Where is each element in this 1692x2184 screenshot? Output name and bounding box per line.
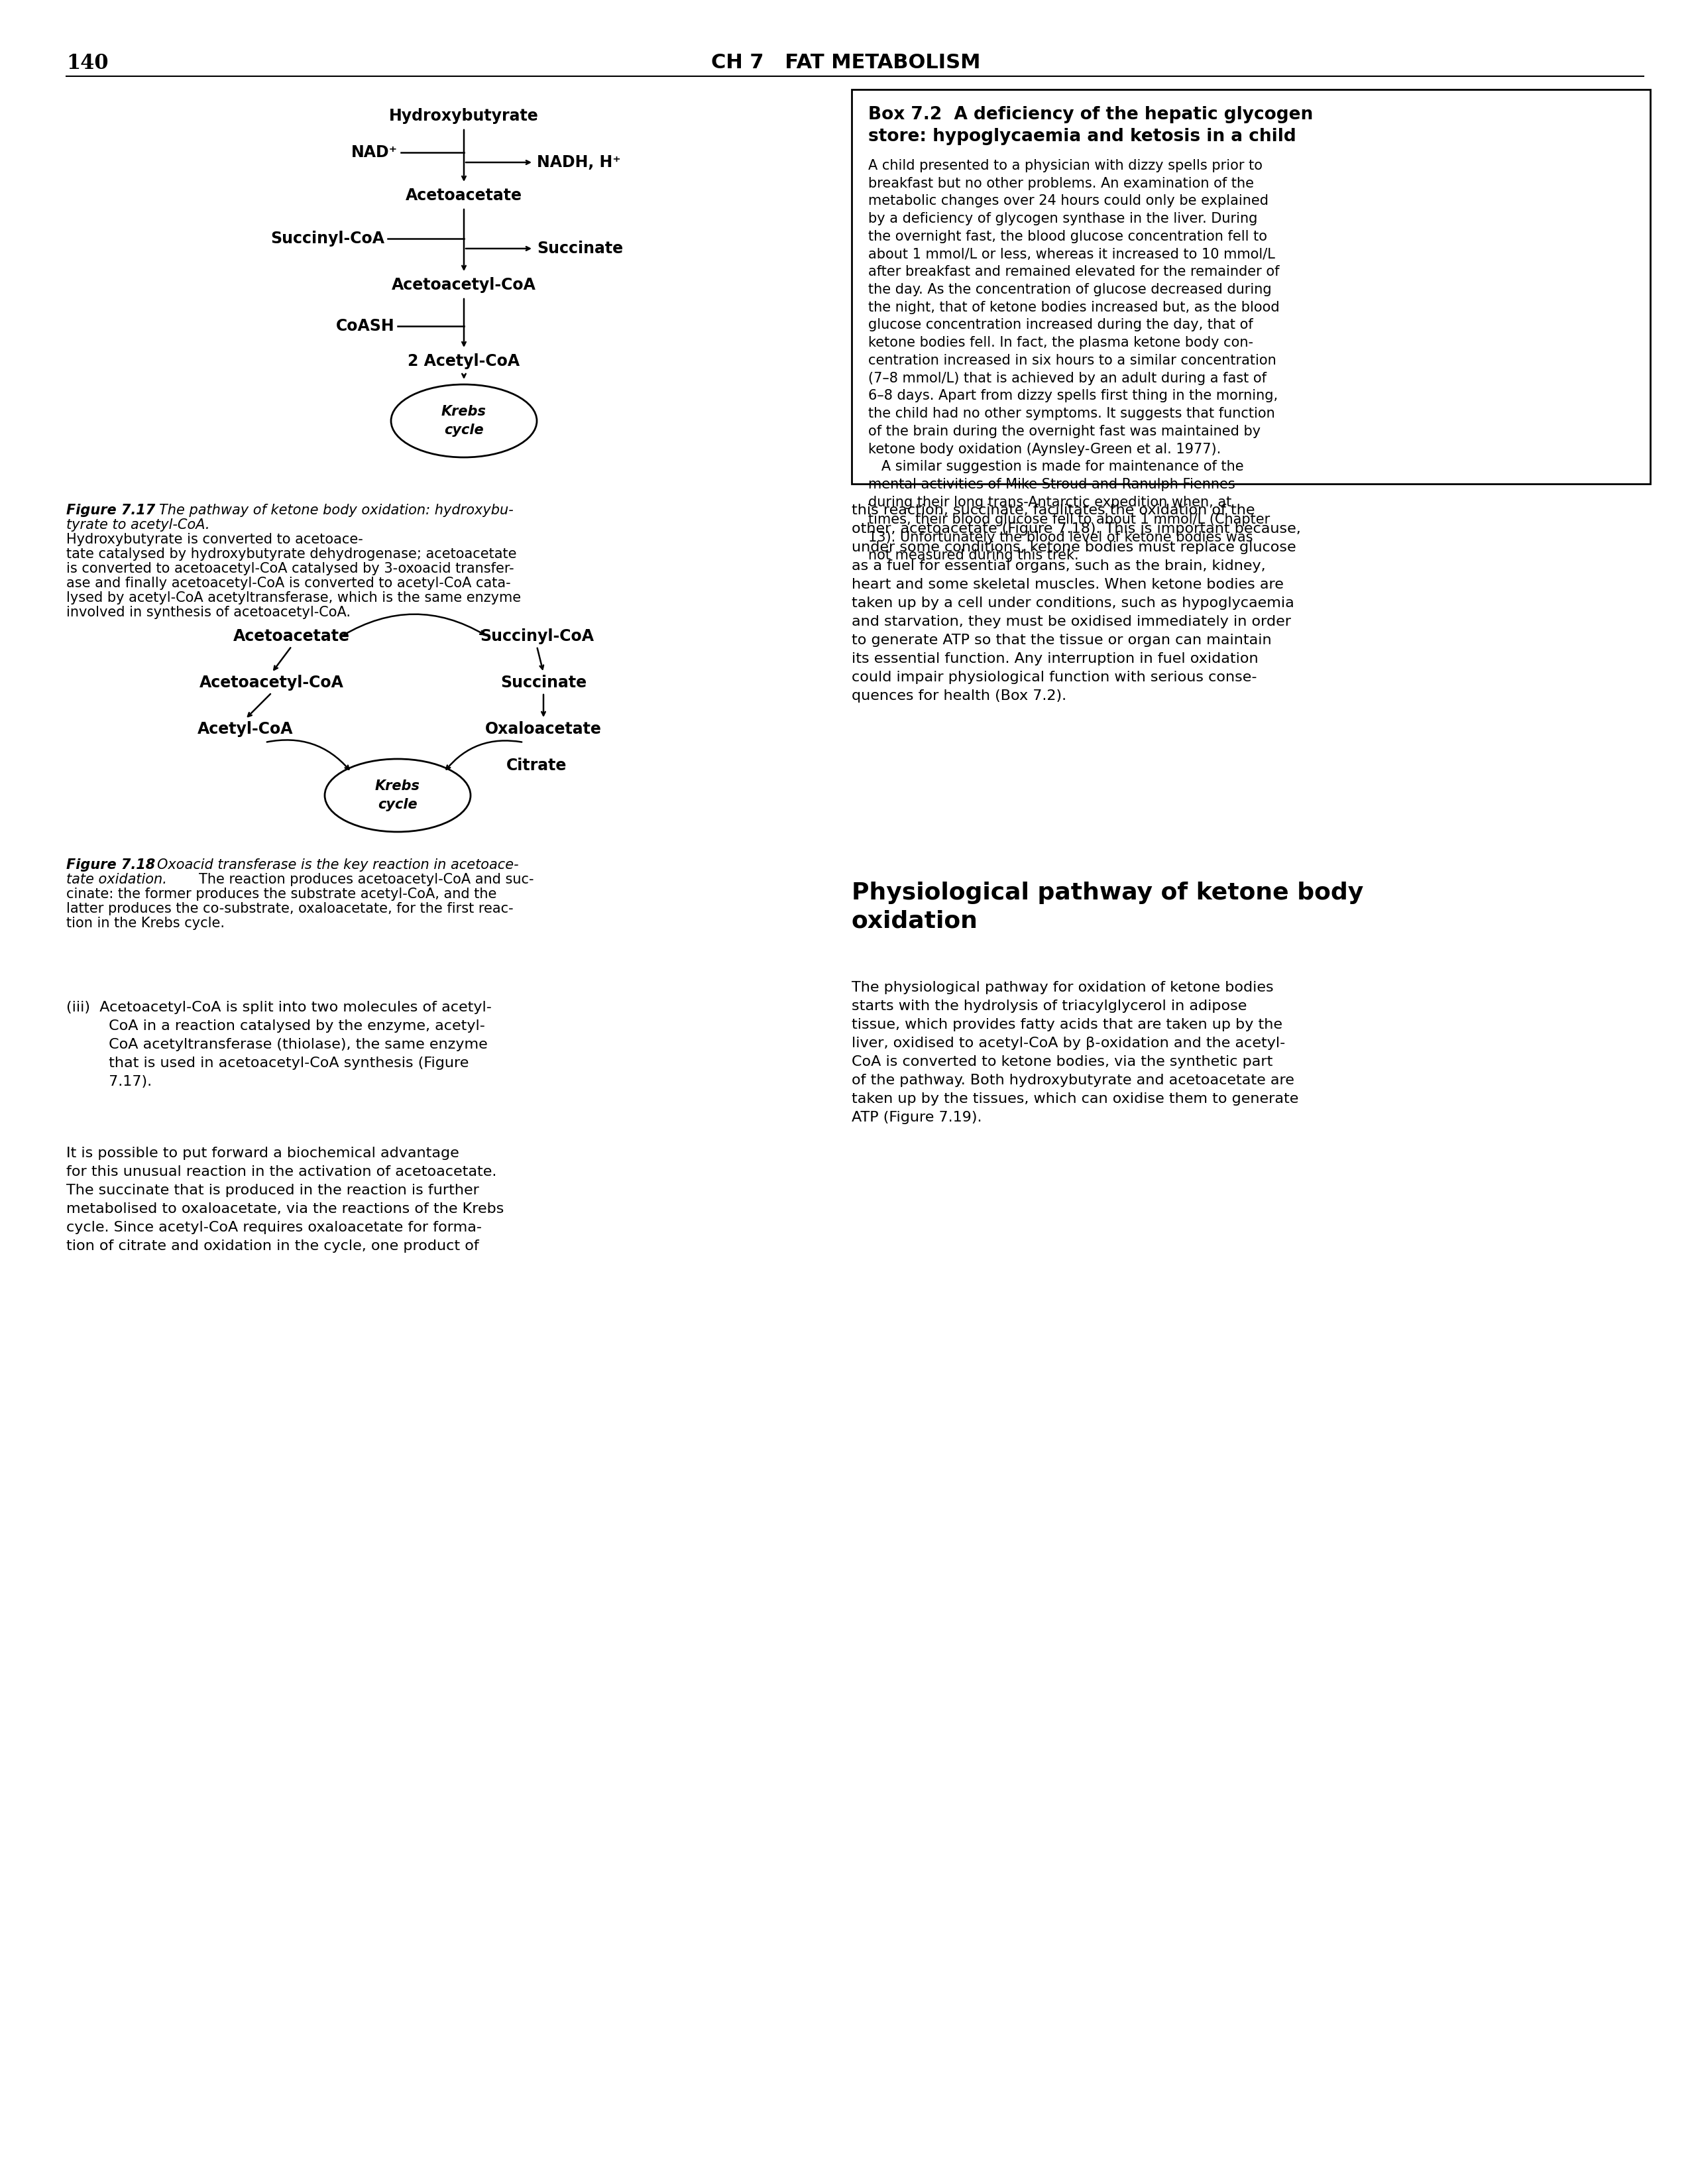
Text: NAD⁺: NAD⁺ — [352, 144, 398, 159]
Text: Acetoacetyl-CoA: Acetoacetyl-CoA — [200, 675, 343, 690]
Text: ase and finally acetoacetyl-CoA is converted to acetyl-CoA cata-: ase and finally acetoacetyl-CoA is conve… — [66, 577, 511, 590]
Text: The physiological pathway for oxidation of ketone bodies
starts with the hydroly: The physiological pathway for oxidation … — [851, 981, 1298, 1125]
Text: involved in synthesis of acetoacetyl-CoA.: involved in synthesis of acetoacetyl-CoA… — [66, 605, 350, 618]
Text: this reaction, succinate, facilitates the oxidation of the
other, acetoacetate (: this reaction, succinate, facilitates th… — [851, 505, 1301, 703]
Text: cinate: the former produces the substrate acetyl-CoA, and the: cinate: the former produces the substrat… — [66, 887, 497, 900]
Text: Krebs: Krebs — [376, 780, 420, 793]
Text: Figure 7.17: Figure 7.17 — [66, 505, 161, 518]
Text: Succinyl-CoA: Succinyl-CoA — [271, 232, 384, 247]
Text: Acetoacetate: Acetoacetate — [233, 629, 350, 644]
Text: Oxaloacetate: Oxaloacetate — [486, 721, 602, 736]
Text: The reaction produces acetoacetyl-CoA and suc-: The reaction produces acetoacetyl-CoA an… — [200, 874, 535, 887]
Text: Citrate: Citrate — [506, 758, 567, 773]
Text: 2 Acetyl-CoA: 2 Acetyl-CoA — [408, 354, 519, 369]
Text: A child presented to a physician with dizzy spells prior to
breakfast but no oth: A child presented to a physician with di… — [868, 159, 1279, 561]
Bar — [851, 90, 1650, 485]
Text: NADH, H⁺: NADH, H⁺ — [536, 155, 621, 170]
Text: Succinate: Succinate — [536, 240, 623, 256]
Text: tate catalysed by hydroxybutyrate dehydrogenase; acetoacetate: tate catalysed by hydroxybutyrate dehydr… — [66, 548, 516, 561]
Text: Box 7.2  A deficiency of the hepatic glycogen
store: hypoglycaemia and ketosis i: Box 7.2 A deficiency of the hepatic glyc… — [868, 107, 1313, 144]
Text: Acetoacetate: Acetoacetate — [406, 188, 523, 203]
Text: The pathway of ketone body oxidation: hydroxybu-: The pathway of ketone body oxidation: hy… — [159, 505, 513, 518]
Text: Figure 7.18: Figure 7.18 — [66, 858, 161, 871]
Text: tyrate to acetyl-CoA.: tyrate to acetyl-CoA. — [66, 518, 210, 531]
Text: tate oxidation.: tate oxidation. — [66, 874, 168, 887]
Text: It is possible to put forward a biochemical advantage
for this unusual reaction : It is possible to put forward a biochemi… — [66, 1147, 504, 1254]
Text: lysed by acetyl-CoA acetyltransferase, which is the same enzyme: lysed by acetyl-CoA acetyltransferase, w… — [66, 592, 521, 605]
Text: is converted to acetoacetyl-CoA catalysed by 3-oxoacid transfer-: is converted to acetoacetyl-CoA catalyse… — [66, 561, 514, 574]
Text: Hydroxybutyrate: Hydroxybutyrate — [389, 107, 538, 124]
Text: Physiological pathway of ketone body
oxidation: Physiological pathway of ketone body oxi… — [851, 882, 1364, 933]
Text: Succinate: Succinate — [501, 675, 587, 690]
Text: Acetoacetyl-CoA: Acetoacetyl-CoA — [393, 277, 536, 293]
Text: 140: 140 — [66, 52, 108, 74]
Text: Oxoacid transferase is the key reaction in acetoace-: Oxoacid transferase is the key reaction … — [157, 858, 519, 871]
Text: Succinyl-CoA: Succinyl-CoA — [481, 629, 594, 644]
Text: latter produces the co-substrate, oxaloacetate, for the first reac-: latter produces the co-substrate, oxaloa… — [66, 902, 513, 915]
Text: CoASH: CoASH — [335, 319, 394, 334]
Text: Acetyl-CoA: Acetyl-CoA — [198, 721, 293, 736]
Text: CH 7   FAT METABOLISM: CH 7 FAT METABOLISM — [711, 52, 981, 72]
Text: tion in the Krebs cycle.: tion in the Krebs cycle. — [66, 917, 225, 930]
Text: Hydroxybutyrate is converted to acetoace-: Hydroxybutyrate is converted to acetoace… — [66, 533, 364, 546]
Text: (iii)  Acetoacetyl-CoA is split into two molecules of acetyl-
         CoA in a : (iii) Acetoacetyl-CoA is split into two … — [66, 1000, 492, 1088]
Text: cycle: cycle — [377, 797, 418, 810]
Text: Krebs: Krebs — [442, 404, 486, 419]
Text: cycle: cycle — [445, 424, 484, 437]
